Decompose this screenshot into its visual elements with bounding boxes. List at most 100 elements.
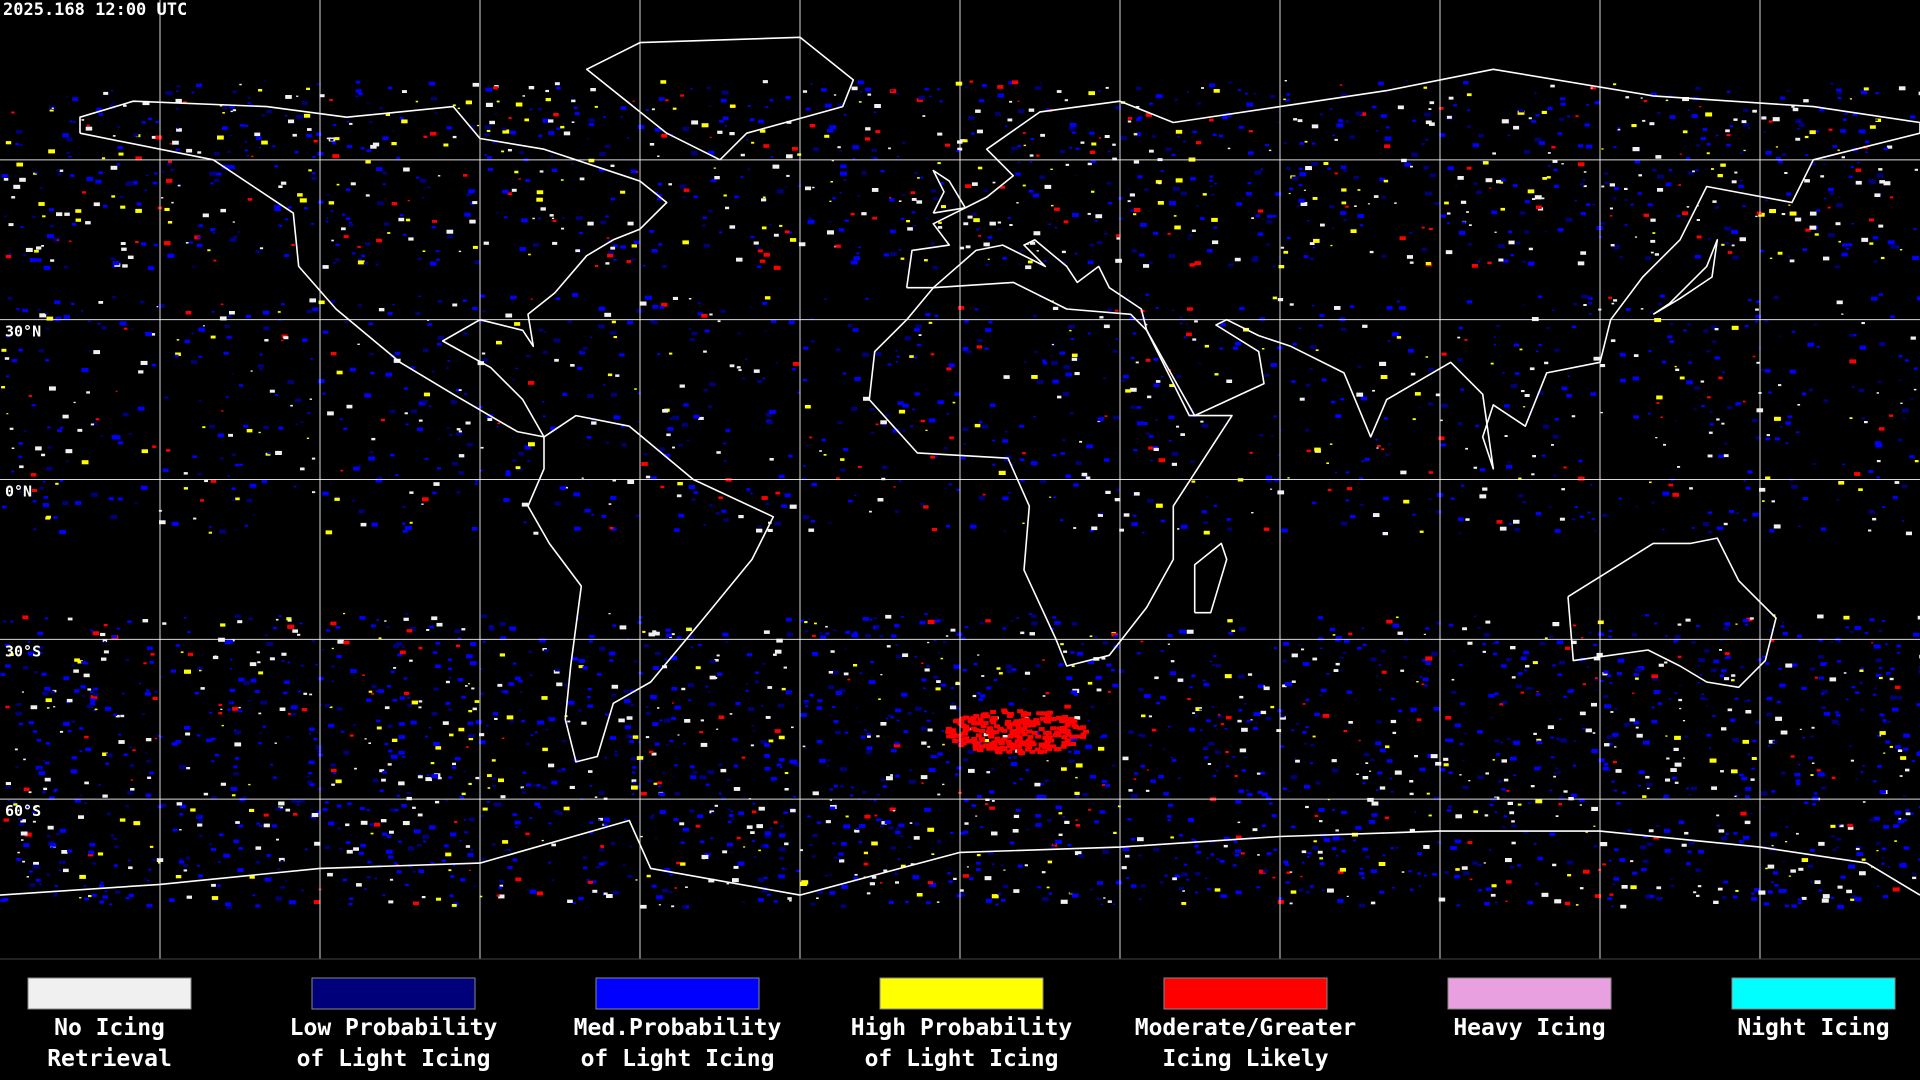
icing-pixel bbox=[176, 90, 179, 92]
icing-pixel bbox=[1412, 418, 1416, 421]
icing-pixel bbox=[1384, 417, 1388, 420]
icing-pixel bbox=[1421, 142, 1425, 146]
icing-pixel bbox=[492, 141, 497, 144]
icing-pixel bbox=[833, 720, 839, 724]
icing-pixel bbox=[242, 796, 247, 799]
icing-pixel bbox=[1881, 862, 1885, 865]
icing-pixel bbox=[1445, 250, 1453, 255]
icing-pixel bbox=[932, 266, 939, 270]
icing-pixel bbox=[23, 758, 26, 761]
icing-pixel bbox=[1517, 672, 1523, 676]
icing-pixel bbox=[521, 502, 529, 507]
icing-pixel bbox=[391, 202, 398, 206]
icing-pixel bbox=[1196, 205, 1199, 207]
icing-pixel bbox=[1045, 692, 1050, 695]
icing-pixel bbox=[49, 781, 52, 783]
icing-pixel bbox=[1149, 435, 1154, 438]
icing-pixel bbox=[1595, 689, 1598, 691]
icing-pixel bbox=[425, 777, 432, 782]
icing-pixel bbox=[512, 662, 517, 665]
icing-pixel bbox=[1581, 636, 1584, 639]
icing-pixel bbox=[1309, 345, 1317, 349]
icing-pixel bbox=[889, 229, 896, 234]
icing-pixel bbox=[28, 395, 32, 397]
icing-pixel bbox=[687, 683, 695, 688]
icing-pixel bbox=[1838, 481, 1845, 485]
icing-pixel bbox=[1577, 162, 1585, 167]
icing-pixel bbox=[1685, 157, 1691, 160]
icing-pixel bbox=[398, 722, 405, 726]
icing-pixel bbox=[1484, 814, 1489, 817]
icing-pixel bbox=[390, 670, 395, 673]
icing-pixel bbox=[777, 703, 784, 708]
icing-pixel bbox=[391, 142, 397, 146]
icing-pixel bbox=[1536, 740, 1543, 744]
icing-pixel bbox=[750, 492, 753, 495]
icing-pixel bbox=[1633, 415, 1639, 419]
icing-pixel bbox=[1742, 618, 1749, 623]
icing-pixel bbox=[1642, 859, 1649, 864]
icing-pixel bbox=[503, 498, 510, 502]
icing-pixel bbox=[643, 453, 648, 456]
icing-pixel bbox=[936, 901, 940, 903]
icing-pixel bbox=[1881, 847, 1887, 851]
icing-pixel bbox=[926, 217, 929, 219]
icing-pixel bbox=[1133, 492, 1140, 496]
icing-pixel bbox=[314, 841, 321, 846]
icing-pixel bbox=[51, 107, 54, 109]
icing-pixel bbox=[630, 258, 635, 261]
icing-pixel bbox=[145, 738, 152, 742]
icing-pixel bbox=[1277, 490, 1285, 495]
icing-pixel bbox=[1011, 146, 1018, 150]
icing-pixel bbox=[1022, 184, 1026, 187]
icing-pixel bbox=[255, 860, 261, 864]
icing-pixel bbox=[1608, 296, 1612, 299]
icing-pixel bbox=[747, 105, 751, 107]
icing-pixel bbox=[300, 467, 305, 471]
icing-pixel bbox=[637, 392, 641, 395]
icing-pixel bbox=[306, 309, 312, 313]
icing-pixel bbox=[36, 246, 42, 250]
icing-pixel bbox=[1257, 684, 1264, 688]
icing-pixel bbox=[1466, 93, 1472, 97]
icing-pixel bbox=[1731, 769, 1738, 774]
icing-pixel bbox=[800, 619, 805, 622]
icing-pixel bbox=[1763, 845, 1767, 848]
icing-pixel bbox=[1251, 512, 1254, 514]
icing-pixel bbox=[760, 740, 767, 744]
icing-pixel bbox=[210, 847, 216, 851]
icing-pixel bbox=[704, 853, 711, 857]
icing-pixel bbox=[1186, 91, 1189, 93]
icing-pixel bbox=[1007, 216, 1011, 219]
icing-pixel bbox=[559, 486, 566, 490]
icing-pixel bbox=[1839, 824, 1844, 828]
icing-pixel bbox=[312, 307, 319, 312]
icing-pixel bbox=[598, 819, 601, 821]
icing-pixel bbox=[1548, 165, 1551, 167]
icing-pixel bbox=[1830, 641, 1834, 643]
icing-pixel bbox=[1221, 424, 1225, 426]
icing-pixel bbox=[55, 892, 58, 894]
icing-pixel bbox=[1692, 170, 1695, 173]
icing-pixel bbox=[35, 878, 41, 882]
icing-pixel bbox=[250, 370, 253, 372]
icing-pixel bbox=[282, 691, 288, 695]
icing-pixel bbox=[1213, 89, 1220, 93]
icing-pixel bbox=[1127, 818, 1132, 821]
icing-pixel bbox=[123, 327, 128, 330]
icing-pixel bbox=[95, 179, 102, 184]
icing-pixel bbox=[1261, 824, 1266, 827]
icing-pixel bbox=[627, 479, 635, 484]
icing-pixel bbox=[792, 368, 796, 371]
icing-pixel bbox=[1103, 232, 1108, 235]
icing-pixel bbox=[1031, 614, 1037, 618]
icing-pixel bbox=[632, 771, 636, 774]
icing-pixel bbox=[778, 474, 785, 479]
icing-pixel bbox=[622, 864, 626, 867]
icing-pixel bbox=[664, 718, 671, 723]
icing-pixel bbox=[422, 497, 429, 502]
icing-pixel bbox=[1691, 114, 1698, 118]
icing-pixel bbox=[1574, 506, 1578, 508]
icing-pixel bbox=[1185, 323, 1188, 325]
icing-pixel bbox=[539, 170, 544, 173]
